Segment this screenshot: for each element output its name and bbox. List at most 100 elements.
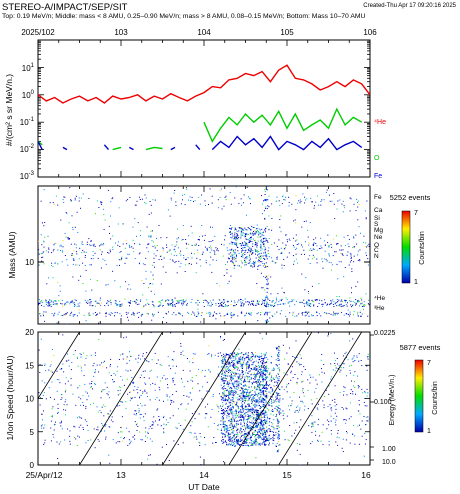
speed-event-dot: [291, 435, 293, 437]
mass-event-dot: [304, 241, 306, 243]
mass-event-dot: [302, 193, 304, 195]
mass-event-dot: [229, 231, 231, 233]
speed-event-dot: [277, 380, 279, 382]
mass-event-dot: [224, 315, 226, 317]
mass-event-dot: [368, 243, 370, 245]
mass-event-dot: [222, 315, 224, 317]
speed-event-dot: [260, 421, 262, 423]
mass-event-dot: [242, 254, 244, 256]
speed-event-dot: [245, 391, 247, 393]
mass-event-dot: [198, 245, 200, 246]
mass-event-dot: [177, 237, 179, 239]
mass-event-dot: [257, 231, 259, 232]
mass-event-dot: [293, 255, 294, 257]
speed-event-dot: [224, 400, 226, 402]
mass-event-dot: [349, 297, 351, 299]
mass-event-dot: [172, 259, 174, 261]
mass-event-dot: [267, 186, 269, 187]
speed-event-dot: [250, 408, 252, 410]
speed-event-dot: [218, 375, 220, 377]
speed-event-dot: [261, 375, 263, 377]
speed-event-dot: [342, 355, 344, 357]
mass-event-dot: [171, 244, 173, 246]
speed-event-dot: [230, 426, 232, 428]
mass-event-dot: [316, 258, 318, 260]
mass-event-dot: [101, 302, 102, 304]
mass-event-dot: [304, 289, 306, 291]
speed-event-dot: [86, 424, 88, 426]
speed-event-dot: [272, 399, 274, 401]
speed-event-dot: [243, 408, 245, 410]
speed-event-dot: [253, 374, 255, 376]
mass-event-dot: [251, 241, 253, 243]
speed-event-dot: [282, 410, 284, 412]
mass-event-dot: [82, 193, 84, 195]
speed-event-dot: [261, 372, 263, 374]
speed-event-dot: [245, 397, 247, 399]
mass-event-dot: [74, 305, 76, 306]
mass-event-dot: [336, 208, 338, 210]
speed-event-dot: [39, 364, 41, 366]
mass-event-dot: [295, 222, 297, 224]
mass-event-dot: [264, 253, 266, 255]
speed-event-dot: [283, 413, 285, 414]
mass-event-dot: [250, 203, 251, 205]
mass-event-dot: [196, 257, 198, 259]
mass-event-dot: [218, 207, 220, 209]
speed-event-dot: [237, 383, 239, 385]
mass-event-dot: [83, 251, 85, 253]
mass-event-dot: [343, 314, 345, 316]
mass-event-dot: [327, 242, 329, 243]
speed-event-dot: [105, 424, 107, 426]
speed-event-dot: [277, 373, 279, 375]
mass-event-dot: [367, 264, 369, 266]
mass-event-dot: [266, 279, 268, 281]
mass-event-dot: [103, 208, 105, 210]
mass-event-dot: [100, 202, 102, 204]
mass-event-dot: [304, 253, 305, 255]
speed-event-dot: [312, 376, 314, 378]
speed-event-dot: [224, 359, 226, 361]
mass-event-dot: [154, 245, 156, 247]
mass-event-dot: [232, 261, 234, 263]
speed-event-dot: [233, 395, 235, 397]
mass-event-dot: [274, 262, 276, 264]
mass-event-dot: [119, 264, 120, 266]
mass-event-dot: [328, 245, 330, 246]
mass-event-dot: [266, 291, 268, 293]
speed-event-dot: [266, 426, 267, 428]
mass-event-dot: [313, 315, 314, 317]
mass-event-dot: [190, 225, 192, 227]
mass-event-dot: [203, 306, 205, 307]
mass-event-dot: [240, 233, 242, 235]
speed-event-dot: [254, 377, 256, 379]
mass-event-dot: [72, 263, 74, 265]
speed-event-dot: [224, 427, 226, 429]
mass-event-dot: [93, 245, 95, 247]
mass-event-dot: [260, 247, 262, 249]
speed-event-dot: [92, 388, 93, 390]
speed-event-dot: [251, 356, 253, 358]
speed-event-dot: [225, 402, 227, 404]
mass-event-dot: [230, 228, 232, 230]
speed-event-dot: [182, 428, 184, 430]
mass-event-dot: [188, 199, 189, 201]
mass-event-dot: [311, 258, 313, 260]
speed-event-dot: [230, 390, 232, 392]
speed-event-dot: [257, 433, 258, 435]
speed-event-dot: [270, 378, 272, 380]
speed-event-dot: [268, 437, 270, 439]
speed-event-dot: [238, 369, 240, 371]
speed-event-dot: [139, 389, 141, 391]
speed-event-dot: [232, 378, 233, 380]
mass-event-dot: [302, 246, 303, 248]
mass-event-dot: [333, 203, 335, 205]
speed-event-dot: [241, 388, 243, 389]
speed-event-dot: [172, 394, 174, 396]
mass-event-dot: [267, 304, 269, 306]
speed-event-dot: [266, 384, 268, 386]
speed-event-dot: [41, 427, 43, 429]
mass-event-dot: [231, 258, 233, 260]
speed-event-dot: [271, 369, 273, 371]
speed-event-dot: [217, 352, 219, 354]
